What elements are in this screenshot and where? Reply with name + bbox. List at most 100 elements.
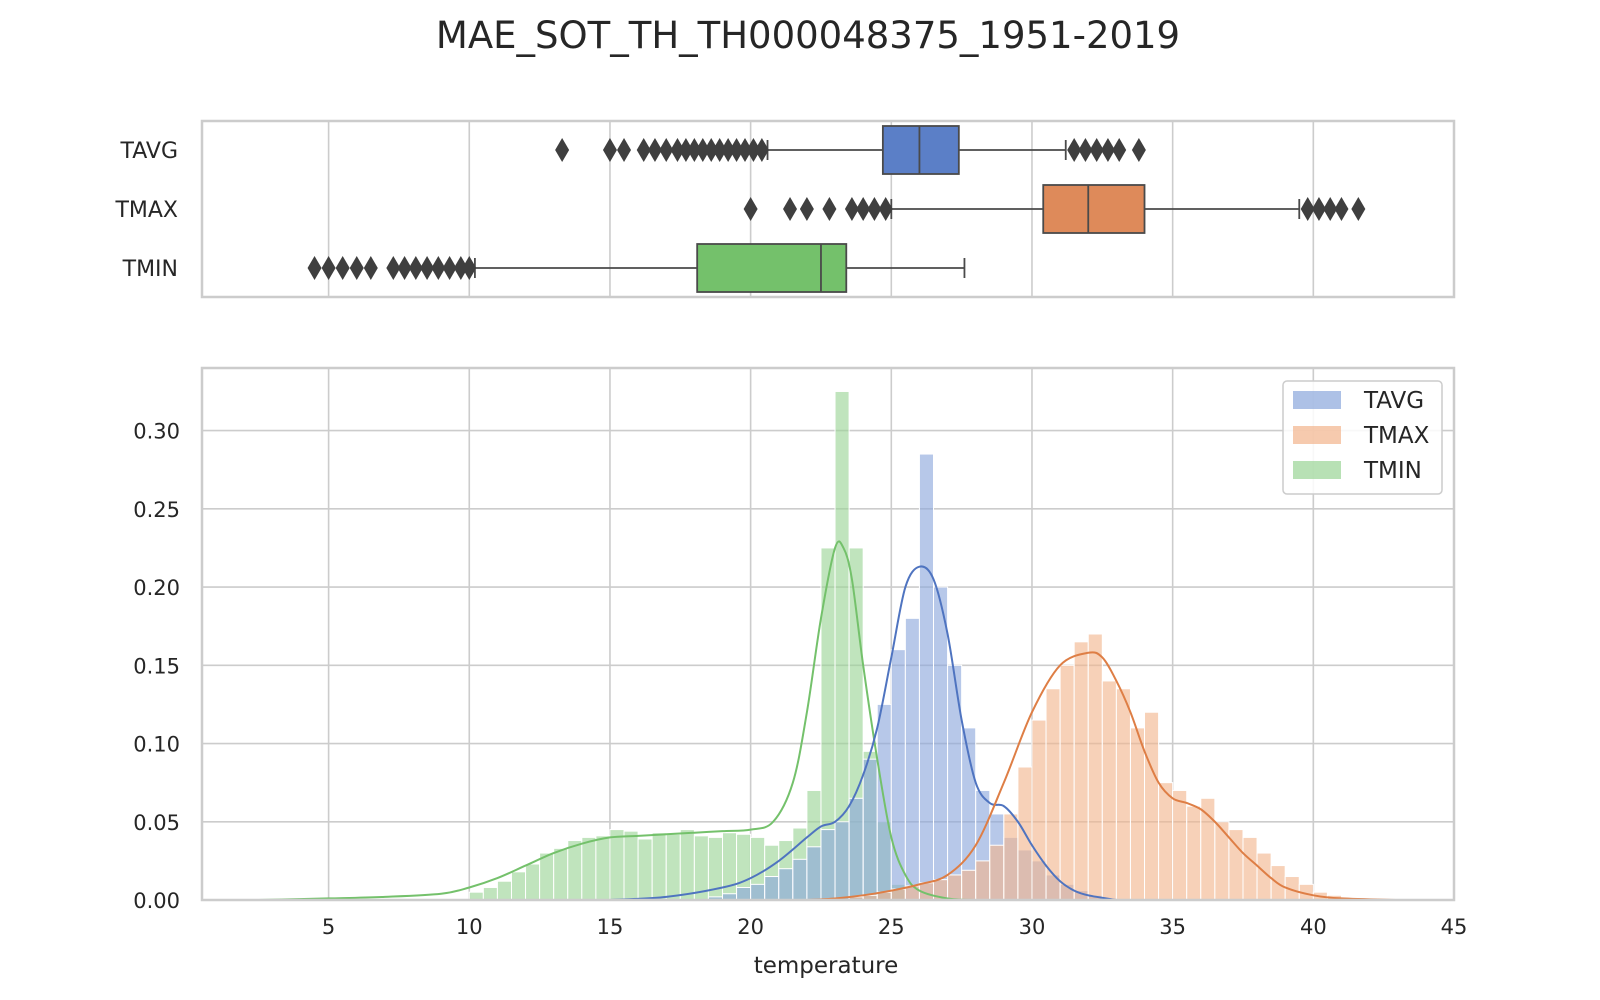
- legend-label-tavg: TAVG: [1363, 388, 1424, 414]
- y-tick-label: 0.25: [133, 498, 180, 522]
- histogram-bar: [975, 860, 991, 901]
- x-tick-label: 5: [322, 915, 335, 939]
- histogram-bar: [1101, 680, 1117, 901]
- histogram-bar: [1129, 727, 1146, 901]
- histogram-bar: [1144, 711, 1160, 901]
- histogram-bar: [778, 868, 794, 901]
- outlier-marker: [462, 256, 477, 280]
- histogram-bar: [651, 832, 667, 901]
- outlier-marker: [647, 138, 662, 162]
- outlier-marker: [695, 138, 710, 162]
- x-tick-label: 25: [878, 915, 905, 939]
- outlier-marker: [678, 138, 693, 162]
- histogram-bar: [539, 852, 555, 901]
- histogram-bar: [1073, 641, 1089, 901]
- histogram-bar: [834, 821, 850, 901]
- box-iqr: [881, 125, 960, 175]
- outlier-marker: [867, 197, 882, 221]
- x-tick-label: 35: [1159, 915, 1186, 939]
- outlier-marker: [799, 197, 814, 221]
- outlier-marker: [856, 197, 871, 221]
- histogram-panel: 5 10 15 20 25 30 35 40 45 0.00 0.05 0.10 0.15 0.20 0.2…: [133, 366, 1468, 979]
- histogram-bar: [623, 830, 639, 901]
- bars-tmax: [848, 633, 1357, 901]
- histogram-bar: [1214, 821, 1230, 901]
- histogram-bar: [553, 847, 569, 901]
- category-label-tmax: TMAX: [114, 198, 178, 223]
- histogram-bar: [609, 829, 625, 901]
- histogram-bar: [848, 797, 864, 901]
- outlier-marker: [1100, 138, 1115, 162]
- legend-label-tmax: TMAX: [1363, 423, 1430, 449]
- outlier-marker: [1334, 197, 1349, 221]
- outlier-marker: [729, 138, 744, 162]
- outlier-marker: [1351, 197, 1366, 221]
- histogram-bar: [820, 829, 836, 901]
- outlier-marker: [1323, 197, 1338, 221]
- histogram-bar: [890, 649, 906, 901]
- legend: TAVG TMAX TMIN: [1282, 380, 1443, 495]
- histogram-bar: [862, 758, 878, 901]
- outlier-marker: [442, 256, 457, 280]
- outlier-marker: [721, 138, 736, 162]
- outlier-marker: [1131, 138, 1146, 162]
- outlier-marker: [636, 138, 651, 162]
- legend-swatch-tavg: [1293, 391, 1341, 409]
- outlier-marker: [617, 138, 632, 162]
- histogram-bar: [1087, 633, 1103, 901]
- outlier-marker: [1300, 197, 1315, 221]
- outlier-marker: [822, 197, 837, 221]
- outlier-marker: [1067, 138, 1082, 162]
- histogram-kde-lines: [258, 540, 1398, 901]
- outlier-marker: [602, 138, 617, 162]
- histogram-bar: [510, 871, 527, 901]
- bars-tavg: [707, 453, 1103, 901]
- outlier-marker: [453, 256, 468, 280]
- box-tmin: [307, 243, 966, 293]
- histogram-bar: [947, 874, 963, 901]
- x-tick-label: 45: [1441, 915, 1468, 939]
- y-tick-label: 0.05: [133, 811, 180, 835]
- y-tick-label: 0.00: [133, 889, 180, 913]
- outlier-marker: [420, 256, 435, 280]
- histogram-bar: [525, 863, 541, 901]
- outlier-marker: [746, 138, 761, 162]
- histogram-bar: [1200, 797, 1216, 901]
- histogram-bar: [637, 838, 653, 901]
- y-tick-label: 0.30: [133, 420, 180, 444]
- category-label-tmin: TMIN: [122, 257, 178, 282]
- outlier-marker: [335, 256, 350, 280]
- histogram-bar: [1003, 813, 1019, 901]
- outlier-marker: [687, 138, 702, 162]
- histogram-bar: [764, 876, 780, 901]
- outlier-marker: [659, 138, 674, 162]
- kde-line-tmin: [258, 540, 976, 901]
- boxplot-category-labels: TAVG TMAX TMIN: [114, 139, 178, 282]
- y-tick-label: 0.20: [133, 576, 180, 600]
- outlier-marker: [738, 138, 753, 162]
- histogram-frame: [200, 366, 1456, 902]
- x-tick-label: 20: [737, 915, 764, 939]
- legend-swatch-tmax: [1293, 426, 1341, 444]
- box-iqr: [1042, 184, 1146, 234]
- boxplot-panel: TAVG TMAX TMIN: [114, 119, 1456, 299]
- outlier-marker: [1078, 138, 1093, 162]
- x-tick-label: 30: [1019, 915, 1046, 939]
- legend-swatch-tmin: [1293, 461, 1341, 479]
- histogram-bar: [581, 836, 597, 901]
- outlier-marker: [321, 256, 336, 280]
- histogram-bar: [1242, 836, 1258, 901]
- histogram-bar: [933, 586, 949, 901]
- outlier-marker: [408, 256, 423, 280]
- histogram-bars: [468, 390, 1357, 901]
- histogram-bar: [1115, 688, 1131, 901]
- outlier-marker: [307, 256, 322, 280]
- outlier-marker: [1112, 138, 1127, 162]
- histogram-bar: [496, 880, 512, 901]
- outlier-marker: [397, 256, 412, 280]
- kde-line-tavg: [609, 565, 1117, 901]
- histogram-bar: [1186, 805, 1202, 901]
- box-iqr: [696, 243, 848, 293]
- histogram-bar: [989, 844, 1005, 901]
- boxplot-content: [307, 125, 1366, 293]
